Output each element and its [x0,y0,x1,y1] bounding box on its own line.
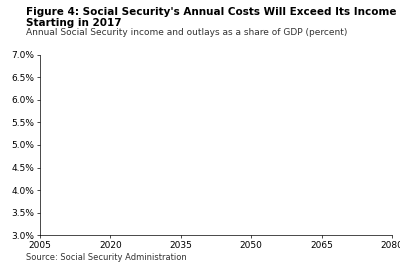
Text: Social Security income: Social Security income [0,265,1,266]
Text: Figure 4: Social Security's Annual Costs Will Exceed Its Income Starting in 2017: Figure 4: Social Security's Annual Costs… [26,7,396,28]
Text: Source: Social Security Administration: Source: Social Security Administration [26,253,187,262]
Text: Social Security costs: Social Security costs [0,265,1,266]
Text: Annual Social Security income and outlays as a share of GDP (percent): Annual Social Security income and outlay… [26,28,347,37]
